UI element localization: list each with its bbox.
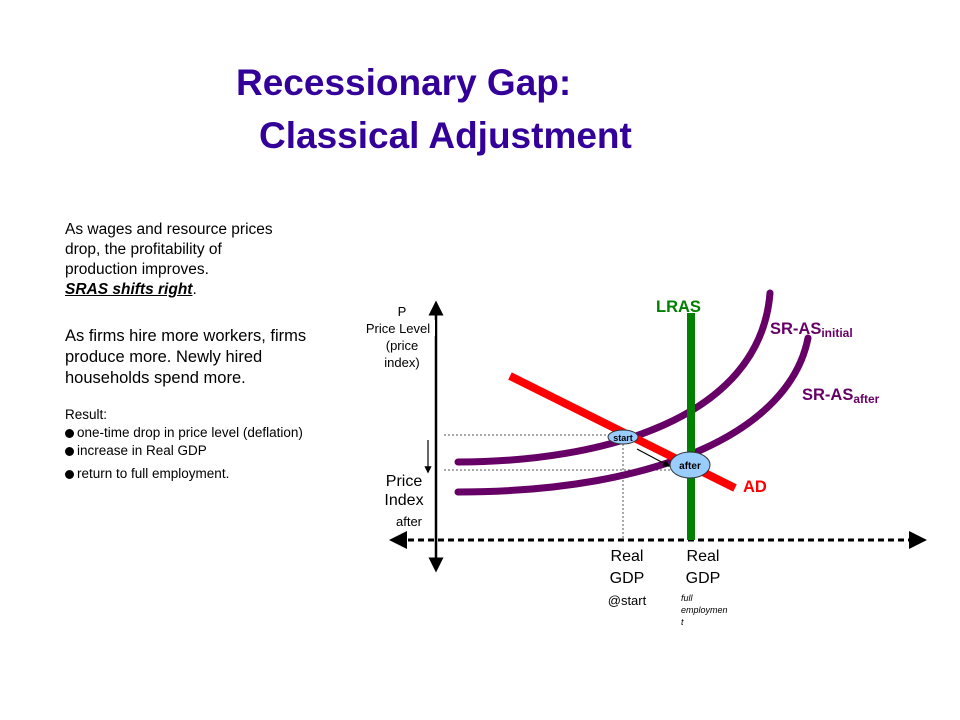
price-index-after-line1: Price bbox=[386, 473, 423, 490]
gdp-full-sub-line2: employmen bbox=[681, 605, 728, 615]
price-index-after-line3: after bbox=[396, 514, 423, 529]
paragraph-1: As wages and resource prices drop, the p… bbox=[65, 220, 273, 300]
p2-line: households spend more. bbox=[65, 369, 246, 387]
paragraph-2: As firms hire more workers, firms produc… bbox=[65, 326, 306, 389]
p1-emphasis-line: SRAS shifts right. bbox=[65, 280, 273, 300]
y-axis-label-p: P bbox=[398, 304, 407, 319]
result-section: Result: one-time drop in price level (de… bbox=[65, 405, 303, 483]
sras-shifts-right: SRAS shifts right bbox=[65, 281, 193, 298]
after-point bbox=[669, 451, 711, 479]
sras-initial-curve bbox=[454, 289, 774, 466]
gdp-start-line3: @start bbox=[608, 593, 647, 608]
sras-after-label: SR-ASafter bbox=[802, 386, 880, 406]
gdp-start-line1: Real bbox=[611, 548, 644, 565]
gdp-full-line1: Real bbox=[687, 548, 720, 565]
bullet-text: increase in Real GDP bbox=[77, 443, 207, 458]
gdp-start-line2: GDP bbox=[610, 570, 645, 587]
p1-line: As wages and resource prices bbox=[65, 221, 273, 238]
price-index-after-line2: Index bbox=[384, 492, 423, 509]
bullet-text: return to full employment. bbox=[77, 466, 230, 481]
p1-line: drop, the profitability of bbox=[65, 241, 222, 258]
y-axis-label-price: (price bbox=[386, 338, 419, 353]
sras-after-curve bbox=[454, 334, 812, 496]
after-point-label: after bbox=[679, 461, 701, 472]
bullet-dot-icon bbox=[65, 446, 74, 456]
title-line2: Classical Adjustment bbox=[259, 115, 632, 156]
bullet-dot-icon bbox=[65, 469, 74, 479]
p2-line: As firms hire more workers, firms bbox=[65, 327, 307, 345]
y-axis-label-index: index) bbox=[384, 355, 419, 370]
sras-after-sub: after bbox=[853, 392, 879, 406]
bullet-text: one-time drop in price level (deflation) bbox=[77, 425, 303, 440]
sras-initial-main: SR-AS bbox=[770, 320, 821, 338]
lras-label: LRAS bbox=[656, 298, 701, 316]
start-point bbox=[607, 429, 639, 445]
ad-label: AD bbox=[743, 478, 767, 496]
p2-line: produce more. Newly hired bbox=[65, 348, 263, 366]
sras-after-main: SR-AS bbox=[802, 386, 853, 404]
start-point-label: start bbox=[613, 433, 633, 443]
gdp-full-line2: GDP bbox=[686, 570, 721, 587]
title-line1: Recessionary Gap: bbox=[236, 62, 572, 103]
p1-emphasis-tail: . bbox=[192, 281, 197, 298]
bullet-item: increase in Real GDP bbox=[65, 442, 303, 460]
p1-line: production improves. bbox=[65, 261, 209, 278]
bullet-dot-icon bbox=[65, 428, 74, 438]
bullet-item: return to full employment. bbox=[65, 465, 303, 483]
bullet-item: one-time drop in price level (deflation) bbox=[65, 424, 303, 442]
sras-initial-label: SR-ASinitial bbox=[770, 320, 853, 340]
result-label: Result: bbox=[65, 407, 108, 422]
adjustment-arrow-icon bbox=[636, 448, 671, 467]
sras-initial-sub: initial bbox=[821, 326, 852, 340]
gdp-full-sub-line1: full bbox=[681, 593, 694, 603]
y-axis-label-price-level: Price Level bbox=[366, 321, 430, 336]
gdp-full-sub-line3: t bbox=[681, 617, 684, 627]
